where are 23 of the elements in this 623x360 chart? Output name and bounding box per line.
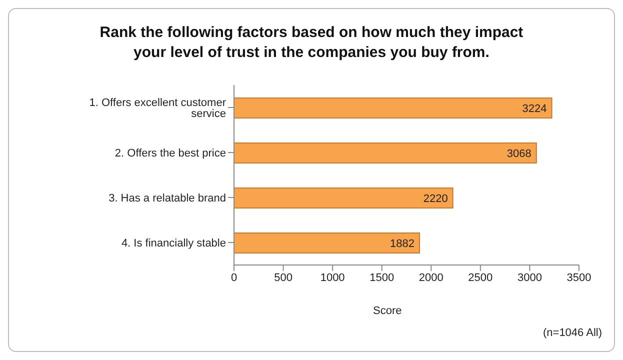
data-label: 1882 [390,238,415,250]
y-tick-label: 3. Has a relatable brand [108,192,226,204]
x-tick-label: 1500 [370,272,394,284]
x-tick-label: 1000 [320,272,345,284]
data-label: 3068 [506,148,532,160]
data-label: 2220 [423,192,448,205]
x-tick-label: 0 [230,272,238,284]
bar [234,188,454,208]
x-tick-label: 2000 [418,272,444,284]
x-tick-label: 2500 [468,272,493,284]
chart-title: Rank the following factors based on how much they impact your level of trust in the companies you buy from. [98,23,524,63]
data-label: 3224 [522,102,547,115]
bar [234,232,420,254]
text: (n=1046 All) [542,327,602,339]
bar [234,142,537,164]
x-tick-label: 500 [274,272,292,284]
y-tick-label: 2. Offers the best price [114,147,226,160]
x-tick-label: 3500 [566,272,592,284]
x-tick-label: 3000 [517,272,542,284]
y-tick-label: 4. Is financially stable [121,237,226,250]
x-axis-title: Score [373,305,402,317]
bar [234,98,552,118]
y-tick-label: 1. Offers excellent customer service [89,96,226,120]
